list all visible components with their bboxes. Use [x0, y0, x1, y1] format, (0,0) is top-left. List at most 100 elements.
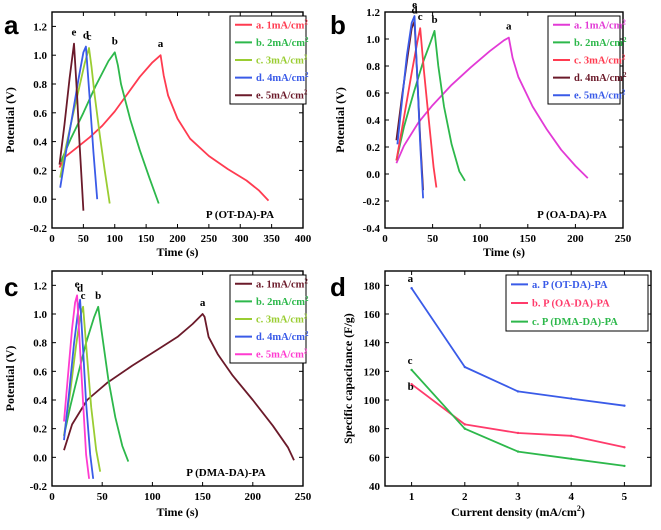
x-tick-label: 0: [49, 233, 55, 245]
data-point: [463, 423, 466, 426]
data-point: [570, 457, 573, 460]
x-tick-label: 1: [409, 491, 415, 503]
y-tick-label: 180: [364, 280, 381, 292]
legend-entry: b. 2mA/cm2: [574, 36, 627, 49]
y-tick-label: 0.0: [366, 169, 380, 181]
y-tick-label: 80: [369, 424, 381, 436]
legend-entry: e. 5mA/cm2: [256, 348, 308, 361]
data-point: [463, 365, 466, 369]
x-tick-label: 3: [515, 491, 521, 503]
panel-letter-c: c: [4, 272, 18, 302]
series-line-2: [59, 51, 160, 204]
legend-entry: c. 3mA/cm2: [256, 54, 308, 67]
series-peak-label: d: [411, 4, 417, 16]
y-tick-label: -0.2: [30, 481, 48, 493]
y-tick-label: -0.4: [363, 223, 381, 235]
y-tick-label: 1.0: [33, 309, 47, 321]
y-tick-label: 1.2: [33, 21, 47, 33]
x-tick-label: 0: [49, 491, 55, 503]
series-line-1: [395, 36, 589, 179]
series-line-5: [396, 15, 424, 199]
data-point: [516, 390, 520, 393]
series-start-label: c: [408, 355, 413, 367]
x-tick-label: 100: [107, 233, 124, 245]
x-tick-label: 50: [97, 491, 109, 503]
x-tick-label: 2: [462, 491, 468, 503]
y-tick-label: 60: [369, 452, 381, 464]
x-tick-label: 50: [427, 233, 439, 245]
panel-letter-b: b: [330, 10, 346, 40]
legend-entry: a. P (OT-DA)-PA: [532, 280, 608, 291]
y-tick-label: 0.6: [366, 88, 380, 100]
y-tick-label: 0.8: [366, 61, 380, 73]
legend-entry: d. 4mA/cm2: [256, 71, 309, 84]
y-tick-label: 120: [364, 366, 381, 378]
panel-letter-d: d: [330, 272, 346, 302]
x-tick-label: 150: [520, 233, 537, 245]
data-point: [410, 368, 413, 372]
y-tick-label: 0.0: [33, 452, 47, 464]
y-tick-label: 0.4: [33, 137, 47, 149]
series-line-4: [63, 298, 95, 479]
legend-entry: a. 1mA/cm2: [574, 18, 626, 31]
series-start-label: b: [408, 381, 414, 393]
y-tick-label: 160: [364, 309, 381, 321]
y-tick-label: 1.0: [33, 50, 47, 62]
legend-entry: e. 5mA/cm2: [574, 89, 626, 102]
panel-d-chart: d 1 2 3 4 5 40 60 80 100 120 140 160 180 Current densi…: [330, 270, 652, 519]
series-line-5: [63, 294, 90, 479]
legend-entry: d. 4mA/cm2: [574, 71, 627, 84]
x-tick-label: 250: [295, 491, 312, 503]
series-peak-label: b: [112, 35, 118, 47]
legend-entry: b. P (OA-DA)-PA: [532, 299, 610, 310]
x-tick-label: 250: [615, 233, 632, 245]
y-tick-label: 0.6: [33, 366, 47, 378]
x-tick-label: 350: [263, 233, 280, 245]
series-peak-label: d: [83, 30, 89, 42]
data-point: [623, 464, 626, 468]
data-point: [623, 404, 626, 407]
material-label: P (OA-DA)-PA: [537, 209, 607, 221]
series-peak-label: a: [158, 38, 164, 50]
material-label: P (DMA-DA)-PA: [186, 467, 266, 479]
series-peak-label: c: [87, 31, 92, 43]
legend-box: [505, 274, 649, 332]
y-tick-label: 0.2: [366, 142, 380, 154]
y-tick-label: -0.2: [30, 223, 48, 235]
x-tick-label: 250: [201, 233, 218, 245]
data-point: [463, 427, 466, 430]
series-line-3: [63, 305, 102, 472]
series-line-2: [63, 305, 130, 462]
x-tick-label: 0: [382, 233, 388, 245]
data-point: [410, 383, 413, 386]
series-line-3: [395, 27, 438, 188]
series-peak-label: d: [77, 283, 83, 295]
y-tick-label: 0.8: [33, 338, 47, 350]
x-tick-label: 200: [245, 491, 262, 503]
y-tick-label: 100: [364, 395, 381, 407]
panel-b-chart: b 0 50 100 150 200 250 -0.4 -0.2 0.0 0.2 0.4 0.6 0.8 1…: [330, 0, 632, 259]
y-axis-label: Specific capacitance (F/g): [341, 313, 355, 444]
series-line-5: [58, 42, 85, 211]
y-tick-label: 0.2: [33, 424, 47, 436]
panel-letter-a: a: [4, 10, 19, 40]
series-start-label: a: [408, 273, 414, 285]
y-tick-label: 1.0: [366, 34, 380, 46]
data-point: [570, 434, 573, 438]
x-tick-label: 200: [567, 233, 584, 245]
legend-entry: b. 2mA/cm2: [256, 295, 309, 308]
y-tick-label: 0.8: [33, 79, 47, 91]
y-tick-label: 0.6: [33, 108, 47, 120]
series-line-2: [411, 383, 625, 449]
y-tick-label: 140: [364, 338, 381, 350]
x-tick-label: 200: [169, 233, 186, 245]
x-tick-label: 150: [138, 233, 155, 245]
x-tick-label: 300: [232, 233, 249, 245]
y-tick-label: 0.4: [33, 395, 47, 407]
series-peak-label: b: [95, 290, 101, 302]
legend-entry: d. 4mA/cm2: [256, 330, 309, 343]
series-line-1: [58, 54, 270, 202]
y-axis-label: Potential (V): [333, 87, 347, 153]
legend-entry: c. 3mA/cm2: [256, 313, 308, 326]
series-peak-label: b: [431, 14, 437, 26]
